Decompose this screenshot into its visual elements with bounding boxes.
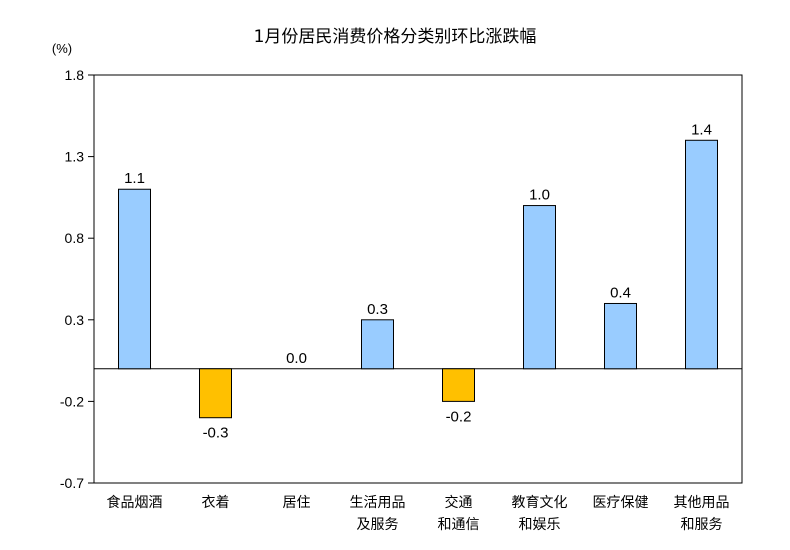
chart-title: 1月份居民消费价格分类别环比涨跌幅 [253, 27, 537, 47]
data-label: 0.0 [286, 350, 307, 367]
y-tick-label: 1.8 [65, 67, 85, 83]
bar [523, 205, 556, 370]
x-category-label: 和娱乐 [519, 517, 561, 533]
y-tick-label: 1.3 [65, 149, 85, 165]
x-category-label: 和服务 [681, 517, 723, 533]
data-label: -0.2 [446, 408, 472, 425]
x-category-label: 生活用品 [350, 495, 406, 511]
bar [604, 302, 637, 370]
x-category-label: 食品烟酒 [107, 494, 163, 511]
x-category-label: 和通信 [438, 517, 480, 533]
plot-area: 1.8 1.3 0.8 0.3 -0.2 -0.7 1.1 食品烟酒 -0.3 衣着 0.0 居住 0.… [60, 67, 743, 533]
data-label: 1.0 [529, 187, 550, 204]
bar [361, 319, 394, 370]
x-category-label: 交通 [445, 494, 473, 511]
bar [685, 139, 718, 370]
x-category-label: 居住 [283, 495, 311, 511]
y-tick-label: -0.7 [60, 475, 84, 491]
x-category-label: 教育文化 [512, 495, 568, 511]
data-label: 0.4 [610, 284, 631, 301]
data-label: 1.4 [691, 121, 712, 138]
plot-frame [93, 74, 743, 484]
bar [442, 368, 475, 402]
x-category-label: 其他用品 [674, 495, 730, 511]
data-label: -0.3 [203, 425, 229, 442]
data-label: 0.3 [367, 301, 388, 318]
bar [199, 368, 232, 419]
y-tick-label: 0.8 [65, 230, 85, 246]
y-tick-label: 0.3 [65, 312, 85, 328]
y-axis-unit: (%) [52, 41, 72, 56]
x-category-label: 及服务 [357, 517, 399, 533]
y-tick-label: -0.2 [60, 393, 84, 409]
x-category-label: 衣着 [202, 495, 230, 511]
data-label: 1.1 [124, 170, 145, 187]
bar [118, 188, 151, 370]
x-category-label: 医疗保健 [593, 495, 649, 511]
